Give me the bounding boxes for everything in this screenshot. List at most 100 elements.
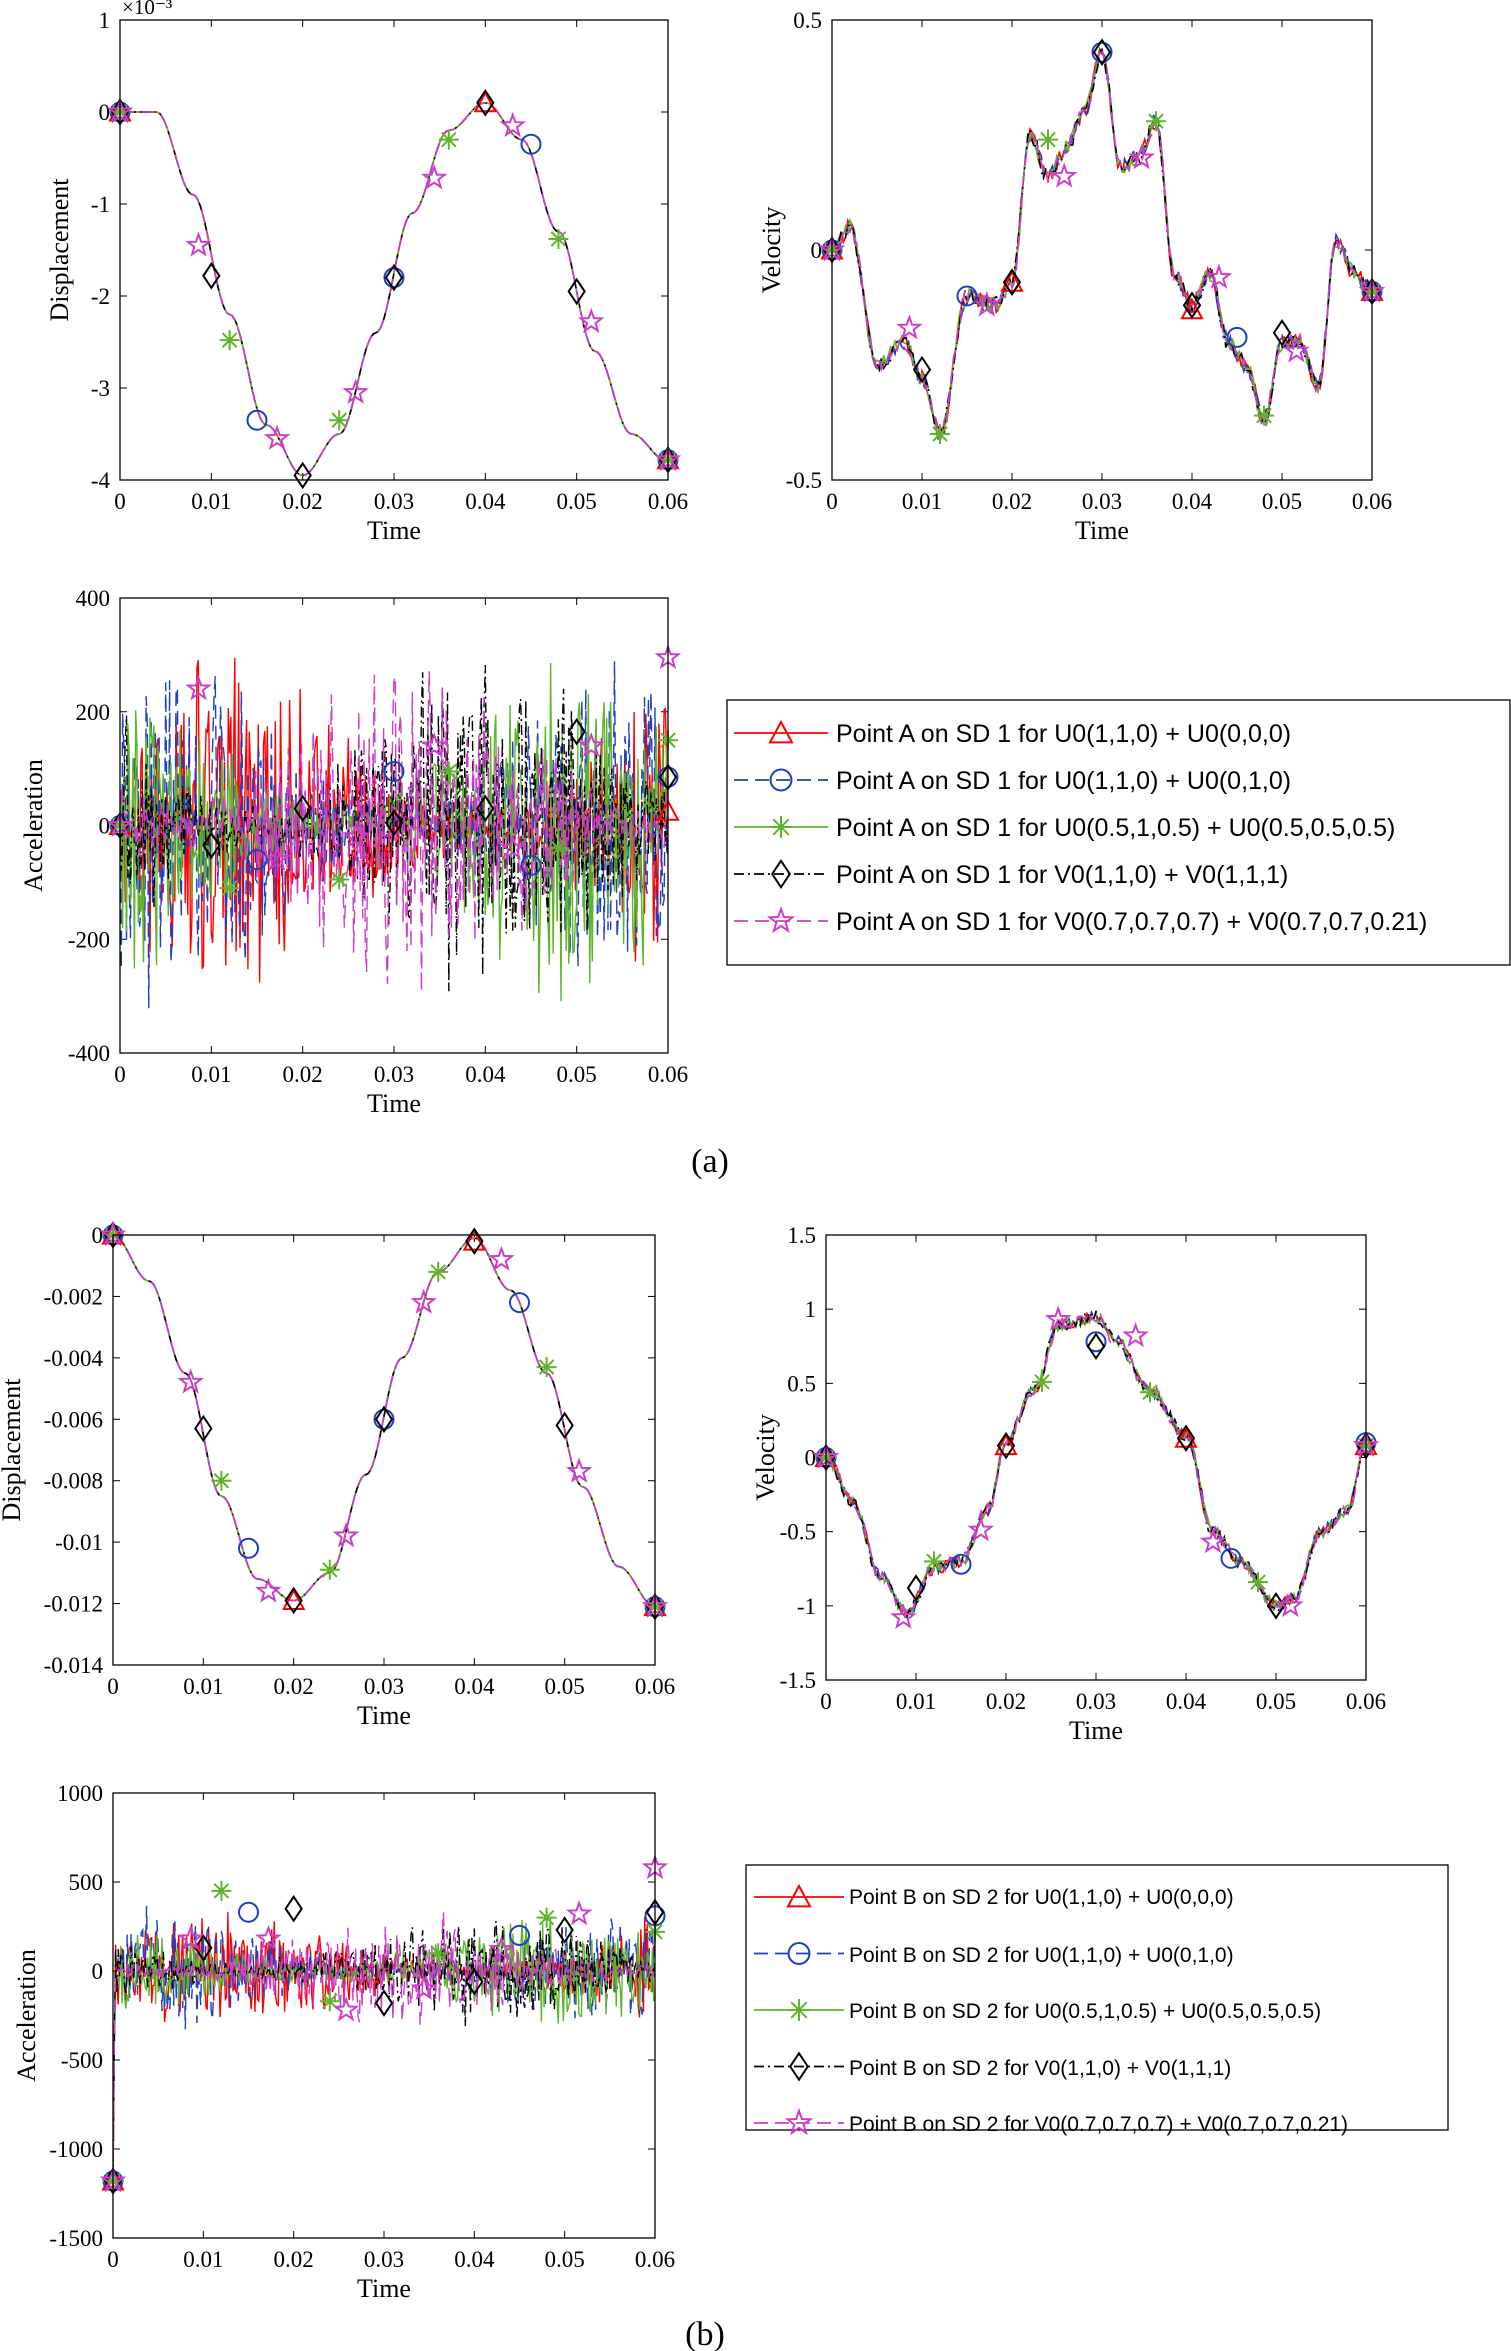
y-tick-label-b-vel-2: -0.5 [780, 1520, 816, 1545]
marker-b-disp-s1-2 [373, 1408, 395, 1430]
marker-a-acc-s4-1 [185, 675, 212, 701]
marker-b-vel-s1-1 [950, 1553, 972, 1575]
marker-a-vel-s2-2 [1038, 129, 1058, 150]
y-tick-label-b-vel-1: -1 [797, 1594, 816, 1619]
legend-b-marker-3 [788, 2051, 810, 2082]
x-tick-label-a-acc-3: 0.03 [374, 1062, 414, 1087]
marker-b-acc-s4-5 [488, 1935, 515, 1961]
marker-b-vel-s0-2 [1174, 1426, 1198, 1448]
axes-frame-b-acc [112, 1792, 656, 2239]
y-axis-label-a-disp: Displacement [45, 178, 74, 322]
marker-a-vel-s4-5 [1205, 263, 1233, 289]
marker-a-disp-s2-4 [548, 228, 569, 249]
series-line-a-acc-4 [120, 671, 668, 992]
legend-b-marker-1 [787, 1942, 811, 1965]
y-tick-label-a-disp-2: -2 [91, 284, 110, 309]
axes-frame-b-vel [825, 1234, 1367, 1681]
marker-a-disp-s4-4 [420, 164, 448, 190]
x-tick-label-b-disp-5: 0.05 [545, 1674, 585, 1699]
x-tick-label-a-vel-1: 0.01 [902, 489, 942, 514]
marker-b-acc-s4-3 [332, 1996, 360, 2022]
legend-b-marker-0 [786, 1883, 812, 1908]
series-line-a-vel-2 [832, 49, 1372, 440]
marker-a-vel-s3-2 [1002, 268, 1022, 297]
marker-a-vel-s2-3 [1146, 111, 1166, 132]
x-tick-label-a-disp-2: 0.02 [283, 489, 323, 514]
x-tick-label-a-disp-5: 0.05 [557, 489, 597, 514]
marker-b-acc-s3-2 [284, 1894, 303, 1923]
x-tick-label-a-vel-3: 0.03 [1082, 489, 1122, 514]
marker-b-vel-s4-1 [890, 1603, 917, 1629]
x-tick-label-a-disp-3: 0.03 [374, 489, 414, 514]
chart-a-disp: 0 0.01 0.02 0.03 0.04 0.05 0.06 -4 -3 -2 -1 0 1 Time D… [45, 0, 688, 545]
legend-b-label-1: Point B on SD 2 for U0(1,1,0) + U0(0,1,0… [849, 1944, 1234, 1967]
marker-a-vel-s4-3 [1050, 162, 1078, 188]
legend-b-box [745, 1864, 1449, 2131]
legend-a-marker-0 [768, 719, 794, 744]
marker-a-acc-s3-5 [567, 717, 586, 746]
caption-a: (a) [691, 1143, 729, 1180]
marker-b-vel-s2-3 [1140, 1382, 1160, 1403]
markers-a-vel [818, 38, 1386, 444]
marker-a-vel-s1-1 [956, 285, 978, 307]
marker-a-acc-s3-3 [384, 808, 404, 837]
marker-a-acc-s2-2 [329, 869, 350, 890]
series-line-a-vel-4 [832, 45, 1372, 444]
marker-b-vel-s1-3 [1220, 1547, 1242, 1569]
y-tick-label-a-disp-1: -3 [91, 376, 110, 401]
x-tick-label-b-vel-4: 0.04 [1166, 1689, 1207, 1714]
marker-b-vel-s0-1 [994, 1433, 1018, 1456]
chart-b-disp: 0 0.01 0.02 0.03 0.04 0.05 0.06 -0.014 -0.012 -0.… [0, 1220, 675, 1730]
series-line-b-disp-0 [113, 1235, 655, 1608]
y-tick-label-b-acc-1: -1000 [49, 2137, 103, 2162]
markers-b-vel [812, 1305, 1380, 1629]
marker-b-disp-s4-4 [410, 1288, 437, 1314]
markers-b-disp [99, 1220, 669, 1621]
marker-b-disp-s3-3 [374, 1405, 394, 1434]
y-tick-label-b-vel-0: -1.5 [780, 1668, 816, 1693]
x-tick-label-b-acc-0: 0 [107, 2247, 119, 2272]
x-tick-label-a-vel-0: 0 [826, 489, 838, 514]
marker-a-disp-s1-3 [520, 133, 542, 155]
marker-b-disp-s2-1 [211, 1470, 232, 1491]
marker-b-acc-s3-5 [555, 1916, 574, 1944]
legend-a-marker-3 [770, 858, 792, 890]
marker-b-disp-s4-2 [255, 1577, 282, 1603]
legend-a: Point A on SD 1 for U0(1,1,0) + U0(0,0,0… [726, 699, 1511, 966]
marker-a-vel-s4-6 [1283, 337, 1310, 363]
marker-b-disp-s2-3 [428, 1261, 449, 1282]
x-tick-label-b-acc-3: 0.03 [364, 2247, 404, 2272]
chart-b-acc: 0 0.01 0.02 0.03 0.04 0.05 0.06 -1500 -1000 -500 0… [12, 1781, 675, 2303]
marker-a-acc-s4-5 [499, 834, 527, 860]
y-tick-label-a-acc-3: 200 [76, 700, 111, 725]
x-tick-label-b-acc-1: 0.01 [183, 2247, 223, 2272]
x-tick-label-b-disp-6: 0.06 [635, 1674, 675, 1699]
marker-b-disp-s3-4 [465, 1227, 484, 1255]
x-tick-label-b-vel-2: 0.02 [986, 1689, 1026, 1714]
marker-a-disp-s2-1 [219, 330, 240, 351]
x-tick-label-b-disp-3: 0.03 [364, 1674, 404, 1699]
marker-b-vel-s2-1 [924, 1551, 944, 1572]
y-tick-label-a-vel-1: 0 [811, 238, 823, 263]
x-tick-label-a-disp-1: 0.01 [191, 489, 231, 514]
y-tick-label-a-acc-2: 0 [99, 814, 111, 839]
x-tick-label-a-disp-4: 0.04 [465, 489, 506, 514]
series-line-b-disp-2 [113, 1235, 655, 1608]
marker-a-vel-s4-1 [896, 314, 923, 340]
marker-b-disp-s4-5 [488, 1245, 515, 1271]
marker-a-disp-s1-2 [383, 267, 405, 289]
marker-b-acc-s4-1 [177, 1925, 204, 1951]
y-tick-label-a-acc-4: 400 [76, 586, 111, 611]
marker-b-vel-s4-6 [1277, 1591, 1304, 1618]
y-tick-label-b-disp-2: -0.01 [55, 1530, 103, 1555]
chart-a-acc: 0 0.01 0.02 0.03 0.04 0.05 0.06 -400 -200 0 200 400… [19, 586, 688, 1118]
marker-b-disp-s0-1 [281, 1588, 306, 1610]
series-line-a-acc-0 [120, 657, 668, 983]
marker-b-vel-s4-3 [1044, 1305, 1072, 1331]
marker-b-acc-s4-6 [565, 1900, 593, 1926]
series-line-a-vel-3 [832, 47, 1372, 436]
curves-a-disp [120, 101, 668, 477]
x-tick-label-b-disp-0: 0 [107, 1674, 119, 1699]
marker-b-acc-s3-4 [465, 1967, 484, 1996]
marker-b-disp-s4-1 [177, 1368, 204, 1394]
